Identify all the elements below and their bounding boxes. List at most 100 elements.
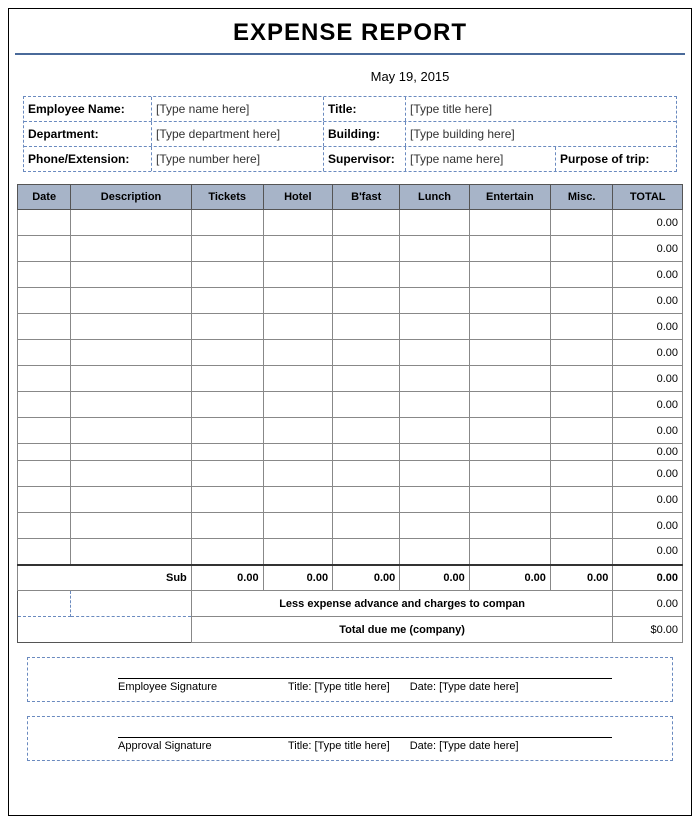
cell-hotel[interactable] [263,210,333,236]
cell-hotel[interactable] [263,366,333,392]
cell-lunch[interactable] [400,418,470,444]
cell-date[interactable] [18,392,71,418]
cell-lunch[interactable] [400,288,470,314]
cell-tickets[interactable] [191,444,263,461]
cell-bfast[interactable] [333,314,400,340]
cell-date[interactable] [18,366,71,392]
cell-date[interactable] [18,444,71,461]
cell-tickets[interactable] [191,539,263,565]
cell-lunch[interactable] [400,314,470,340]
cell-misc[interactable] [550,366,613,392]
building-field[interactable]: [Type building here] [406,122,676,146]
cell-lunch[interactable] [400,210,470,236]
title-field[interactable]: [Type title here] [406,97,676,121]
cell-date[interactable] [18,461,71,487]
cell-bfast[interactable] [333,210,400,236]
cell-entertain[interactable] [469,418,550,444]
cell-bfast[interactable] [333,392,400,418]
cell-date[interactable] [18,487,71,513]
cell-entertain[interactable] [469,236,550,262]
department-field[interactable]: [Type department here] [152,122,324,146]
cell-hotel[interactable] [263,461,333,487]
cell-lunch[interactable] [400,539,470,565]
cell-description[interactable] [71,210,191,236]
cell-entertain[interactable] [469,262,550,288]
cell-bfast[interactable] [333,513,400,539]
cell-description[interactable] [71,314,191,340]
phone-field[interactable]: [Type number here] [152,147,324,171]
cell-bfast[interactable] [333,444,400,461]
cell-hotel[interactable] [263,418,333,444]
cell-tickets[interactable] [191,236,263,262]
cell-lunch[interactable] [400,513,470,539]
cell-lunch[interactable] [400,236,470,262]
cell-misc[interactable] [550,262,613,288]
cell-entertain[interactable] [469,314,550,340]
cell-description[interactable] [71,418,191,444]
cell-lunch[interactable] [400,461,470,487]
cell-tickets[interactable] [191,418,263,444]
cell-hotel[interactable] [263,288,333,314]
cell-description[interactable] [71,461,191,487]
cell-description[interactable] [71,487,191,513]
cell-bfast[interactable] [333,487,400,513]
cell-misc[interactable] [550,444,613,461]
cell-tickets[interactable] [191,461,263,487]
cell-misc[interactable] [550,487,613,513]
cell-hotel[interactable] [263,444,333,461]
cell-lunch[interactable] [400,366,470,392]
cell-tickets[interactable] [191,262,263,288]
sig-title-field[interactable]: [Type title here] [315,681,390,693]
cell-hotel[interactable] [263,539,333,565]
cell-description[interactable] [71,262,191,288]
cell-misc[interactable] [550,513,613,539]
cell-date[interactable] [18,418,71,444]
cell-lunch[interactable] [400,487,470,513]
sig-date-field[interactable]: [Type date here] [439,681,519,693]
cell-bfast[interactable] [333,262,400,288]
cell-misc[interactable] [550,340,613,366]
cell-description[interactable] [71,366,191,392]
cell-entertain[interactable] [469,340,550,366]
cell-description[interactable] [71,513,191,539]
cell-lunch[interactable] [400,392,470,418]
cell-tickets[interactable] [191,487,263,513]
cell-misc[interactable] [550,461,613,487]
cell-misc[interactable] [550,288,613,314]
cell-description[interactable] [71,288,191,314]
cell-misc[interactable] [550,236,613,262]
cell-misc[interactable] [550,418,613,444]
cell-date[interactable] [18,288,71,314]
cell-bfast[interactable] [333,418,400,444]
cell-entertain[interactable] [469,288,550,314]
cell-tickets[interactable] [191,288,263,314]
cell-tickets[interactable] [191,513,263,539]
cell-bfast[interactable] [333,461,400,487]
cell-date[interactable] [18,210,71,236]
cell-misc[interactable] [550,392,613,418]
cell-hotel[interactable] [263,262,333,288]
cell-misc[interactable] [550,314,613,340]
cell-description[interactable] [71,236,191,262]
cell-date[interactable] [18,236,71,262]
cell-date[interactable] [18,340,71,366]
sig-title-field[interactable]: [Type title here] [315,740,390,752]
cell-bfast[interactable] [333,366,400,392]
cell-entertain[interactable] [469,513,550,539]
supervisor-field[interactable]: [Type name here] [406,147,556,171]
cell-misc[interactable] [550,539,613,565]
cell-lunch[interactable] [400,262,470,288]
cell-tickets[interactable] [191,366,263,392]
cell-tickets[interactable] [191,210,263,236]
cell-hotel[interactable] [263,236,333,262]
cell-entertain[interactable] [469,392,550,418]
cell-bfast[interactable] [333,288,400,314]
cell-date[interactable] [18,539,71,565]
cell-tickets[interactable] [191,314,263,340]
cell-lunch[interactable] [400,444,470,461]
cell-entertain[interactable] [469,539,550,565]
cell-bfast[interactable] [333,340,400,366]
cell-hotel[interactable] [263,314,333,340]
cell-hotel[interactable] [263,513,333,539]
cell-entertain[interactable] [469,444,550,461]
